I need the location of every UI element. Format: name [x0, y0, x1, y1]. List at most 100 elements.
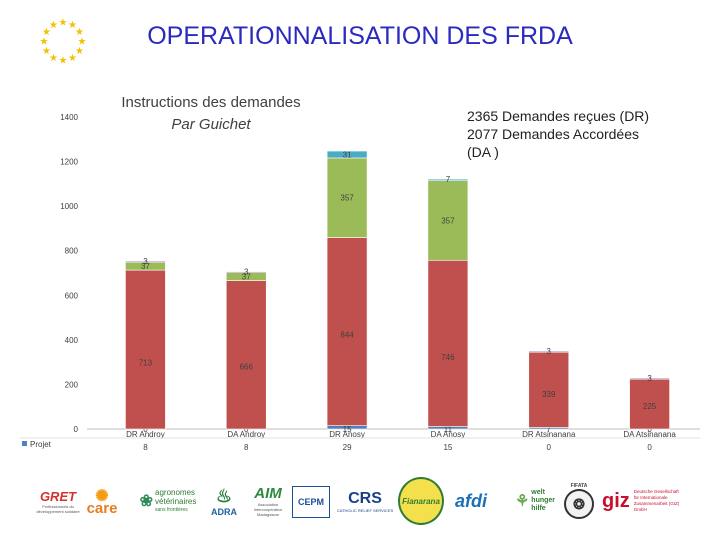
bar-segment	[427, 180, 469, 261]
adra-flame-icon: ♨	[215, 485, 233, 506]
gret-logo-sub: Professionnels du développement solidair…	[36, 503, 80, 514]
x-category-label: DA Anosy	[431, 430, 466, 439]
table-value: 8	[143, 443, 148, 452]
fifata-emblem-icon: ❂	[564, 489, 594, 519]
bar-segment	[225, 271, 267, 273]
data-label: 3	[647, 374, 652, 383]
adra-logo: ♨ ADRA	[206, 478, 242, 524]
y-tick-label: 1000	[60, 202, 78, 211]
crs-logo-sub: CATHOLIC RELIEF SERVICES	[336, 507, 394, 513]
bar-segment	[125, 260, 166, 263]
data-label: 713	[139, 358, 153, 367]
table-value: 29	[343, 443, 352, 452]
eu-star-icon: ★	[75, 27, 84, 38]
cepm-logo-text: CEPM	[297, 497, 324, 507]
slide-title: OPERATIONNALISATION DES FRDA	[147, 22, 573, 50]
table-value: 15	[443, 443, 452, 452]
fifata-logo-text: FIFATA	[570, 483, 588, 489]
y-tick-label: 400	[65, 336, 79, 345]
x-category-label: DA Atsinanana	[623, 430, 676, 439]
eu-star-icon: ★	[49, 53, 58, 64]
whh-line2: hunger	[531, 497, 556, 504]
stacked-bar-chart: 0200400600800100012001400071337306663731…	[20, 113, 700, 452]
bar-segment	[528, 350, 570, 353]
data-label: 3	[547, 347, 552, 356]
whh-line3: hilfe	[531, 505, 546, 512]
x-category-label: DR Atsinanana	[522, 430, 576, 439]
data-label: 37	[242, 272, 251, 281]
data-label: 666	[240, 363, 254, 372]
eu-star-icon: ★	[75, 46, 84, 57]
data-label: 3	[143, 257, 148, 266]
legend-label-projet: Projet	[30, 440, 52, 449]
afdi-logo: afdi	[448, 478, 494, 524]
data-label: 357	[441, 216, 455, 225]
bar-segment	[528, 351, 570, 428]
cepm-logo: CEPM	[292, 486, 330, 518]
data-label: 7	[547, 425, 552, 434]
eu-star-icon: ★	[42, 46, 51, 57]
bar-segment	[225, 280, 267, 430]
y-tick-label: 800	[65, 247, 79, 256]
table-value: 0	[547, 443, 552, 452]
eu-star-icon: ★	[68, 53, 77, 64]
x-category-label: DA Androy	[227, 430, 265, 439]
fianarana-logo-text: Fianarana	[402, 496, 440, 506]
eu-stars-logo: ★ ★ ★ ★ ★ ★ ★ ★ ★ ★ ★ ★	[38, 16, 88, 67]
bar-segment	[125, 269, 166, 430]
fifata-logo: FIFATA ❂	[560, 478, 598, 524]
table-value: 0	[647, 443, 652, 452]
avsf-line1: agronomes	[155, 487, 196, 497]
crs-logo: CRS CATHOLIC RELIEF SERVICES	[336, 478, 394, 524]
data-label: 225	[643, 402, 657, 411]
care-sun-icon: ✺	[95, 487, 109, 505]
y-tick-label: 0	[74, 425, 79, 434]
data-label: 3	[244, 268, 249, 277]
legend-swatch-projet	[22, 441, 27, 446]
data-label: 37	[141, 262, 150, 271]
data-label: 0	[244, 425, 249, 434]
eu-star-icon: ★	[49, 20, 58, 31]
data-label: 31	[343, 150, 352, 159]
welthungerhilfe-logo: ⚘ welt hunger hilfe	[510, 478, 560, 524]
data-label: 0	[647, 425, 652, 434]
data-label: 15	[343, 425, 352, 434]
partner-logos: GRET Professionnels du développement sol…	[36, 477, 686, 528]
afdi-logo-text: afdi	[454, 490, 487, 511]
eu-star-icon: ★	[42, 27, 51, 38]
bar-segment	[427, 259, 469, 427]
avsf-leaf-icon: ❀	[139, 493, 154, 510]
bar-segment	[629, 378, 670, 430]
eu-star-icon: ★	[68, 20, 77, 31]
stats-granted: 2077 Demandes Accordées	[467, 126, 639, 142]
y-tick-label: 200	[65, 380, 79, 389]
giz-logo-text: giz	[602, 489, 630, 512]
giz-logo: giz Deutsche Gesellschaft für Internatio…	[602, 478, 686, 524]
table-value: 8	[244, 443, 249, 452]
chart-title-block: Instructions des demandes Par Guichet	[100, 92, 322, 136]
eu-star-icon: ★	[59, 18, 68, 29]
x-category-label: DR Androy	[126, 430, 165, 439]
giz-line2: für Internationale	[633, 495, 668, 500]
chart-subtitle: Par Guichet	[171, 116, 251, 133]
aim-logo-sub: Association Intercoopérative Madagascar	[253, 502, 283, 517]
demand-stats: 2365 Demandes reçues (DR) 2077 Demandes …	[467, 107, 649, 161]
avsf-logo: ❀ agronomes vétérinaires sans frontières	[128, 478, 208, 524]
bar-segment	[326, 150, 368, 159]
crs-logo-text: CRS	[348, 489, 382, 507]
giz-line3: Zusammenarbeit (GIZ) GmbH	[633, 501, 680, 512]
adra-logo-text: ADRA	[211, 506, 237, 517]
bar-segment	[629, 377, 670, 380]
eu-star-icon: ★	[40, 37, 49, 48]
data-label: 7	[446, 175, 451, 184]
aim-logo: AIM Association Intercoopérative Madagas…	[248, 478, 288, 524]
data-label: 844	[340, 331, 354, 340]
fianarana-logo: Fianarana	[398, 477, 444, 525]
data-label: 0	[143, 425, 148, 434]
eu-star-icon: ★	[78, 37, 87, 48]
data-label: 11	[444, 425, 453, 434]
giz-line1: Deutsche Gesellschaft	[633, 489, 679, 494]
data-label: 357	[340, 194, 354, 203]
stats-granted-abbr: (DA )	[467, 144, 499, 160]
avsf-line3: sans frontières	[155, 506, 188, 513]
